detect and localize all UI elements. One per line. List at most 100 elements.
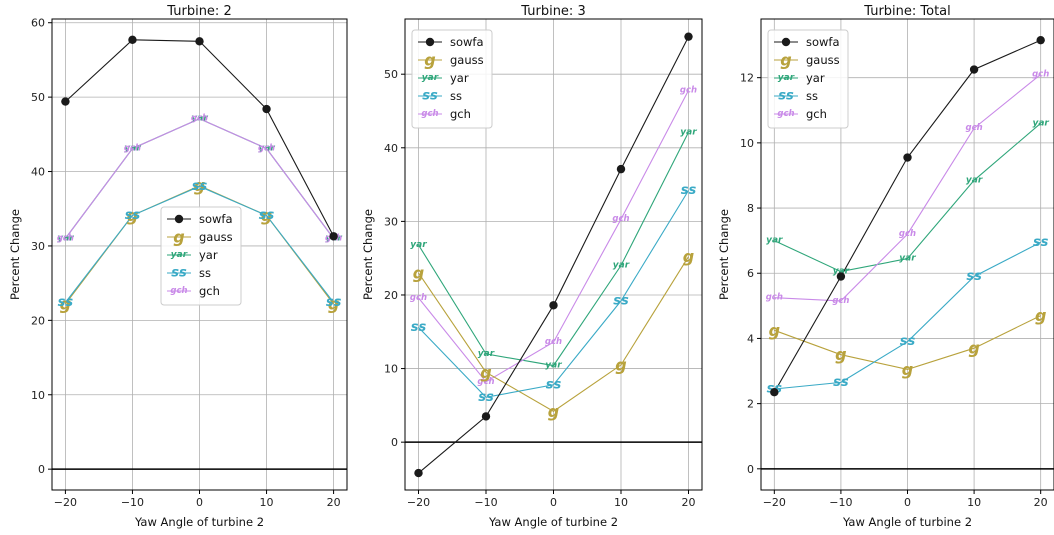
y-tick-label: 40	[31, 166, 45, 179]
y-tick-label: 10	[31, 389, 45, 402]
panel-2: yaryaryaryaryargchgchgchgchgchgggggsssss…	[361, 4, 703, 529]
point-ss: ss	[833, 375, 849, 390]
legend-marker-gauss: g	[424, 51, 435, 70]
legend-label-gch: gch	[199, 284, 220, 298]
point-gch: gch	[1032, 69, 1049, 79]
point-ss: ss	[58, 295, 74, 310]
series-line-gch	[774, 73, 1042, 302]
point-gch: gch	[545, 337, 562, 347]
legend-box	[411, 29, 493, 129]
y-tick-label: 12	[740, 72, 754, 85]
legend-label-gauss: gauss	[199, 230, 233, 244]
point-gauss: g	[968, 339, 979, 358]
x-tick-label: 0	[550, 496, 557, 509]
y-tick-label: 20	[31, 314, 45, 327]
x-tick-label: 10	[614, 496, 628, 509]
legend-label-sowfa: sowfa	[806, 35, 840, 49]
point-gauss: g	[548, 402, 559, 421]
y-tick-label: 30	[384, 215, 398, 228]
point-gch: gch	[477, 377, 494, 387]
series-line-gch	[418, 90, 689, 383]
point-gauss: g	[194, 176, 205, 195]
legend-marker-gch: gch	[421, 109, 438, 119]
point-ss: ss	[478, 390, 494, 405]
legend-marker-ss: ss	[422, 89, 438, 104]
point-ss: ss	[1033, 235, 1049, 250]
point-sowfa	[969, 65, 979, 74]
point-yar: yar	[613, 261, 630, 271]
series-line-yar	[418, 132, 689, 367]
point-sowfa	[684, 32, 693, 41]
legend-marker-yar: yar	[778, 73, 795, 83]
y-tick-label: 0	[747, 463, 754, 476]
y-tick-label: 0	[38, 463, 45, 476]
point-gch: gch	[612, 214, 629, 224]
x-tick-label: −10	[121, 496, 144, 509]
point-gauss: g	[835, 345, 846, 364]
legend-label-yar: yar	[199, 248, 218, 262]
point-sowfa	[329, 232, 338, 241]
legend-marker-gauss: g	[173, 228, 184, 247]
point-ss: ss	[411, 320, 427, 335]
panel-title: Turbine: 2	[166, 4, 231, 19]
y-tick-label: 10	[384, 363, 398, 376]
legend-box	[160, 206, 242, 306]
point-ss: ss	[900, 334, 916, 349]
series-line-ss	[64, 185, 335, 303]
x-tick-label: −20	[54, 496, 77, 509]
legend-marker-gch: gch	[777, 109, 794, 119]
panel-title: Turbine: 3	[520, 4, 585, 19]
point-yar: yar	[478, 349, 495, 359]
point-gauss: g	[261, 206, 272, 225]
y-tick-label: 2	[747, 398, 754, 411]
x-tick-label: −10	[474, 496, 497, 509]
point-gch: gch	[680, 85, 697, 95]
point-gch: gch	[766, 293, 783, 303]
point-gauss: g	[127, 206, 138, 225]
point-gch: gch	[57, 234, 74, 244]
x-axis-label: Yaw Angle of turbine 2	[134, 515, 264, 529]
point-sowfa	[481, 412, 491, 421]
legend-label-ss: ss	[450, 89, 462, 103]
point-gauss: g	[615, 355, 626, 374]
point-ss: ss	[681, 183, 697, 198]
legend-marker-ss: ss	[778, 89, 794, 104]
series-line-yar	[774, 122, 1042, 273]
point-gauss: g	[769, 321, 780, 340]
legend-marker-gauss: g	[780, 51, 791, 70]
series-line-gauss	[774, 315, 1041, 370]
point-gauss: g	[60, 294, 71, 313]
x-tick-label: −20	[407, 496, 430, 509]
legend-label-yar: yar	[450, 71, 469, 85]
point-yar: yar	[766, 236, 783, 246]
y-tick-label: 50	[31, 91, 45, 104]
legend-marker-sowfa	[174, 214, 184, 224]
point-ss: ss	[259, 208, 275, 223]
legend-box	[767, 29, 849, 129]
y-tick-label: 30	[31, 240, 45, 253]
legend-marker-yar: yar	[422, 73, 439, 83]
point-sowfa	[770, 388, 779, 397]
y-tick-label: 10	[740, 137, 754, 150]
point-sowfa	[903, 153, 912, 162]
point-gch: gch	[258, 143, 275, 153]
legend-label-gch: gch	[450, 107, 471, 121]
legend-marker-sowfa	[781, 37, 791, 47]
point-gauss: g	[413, 263, 424, 282]
point-ss: ss	[326, 295, 342, 310]
point-sowfa	[616, 164, 626, 174]
legend-label-ss: ss	[199, 266, 211, 280]
point-sowfa	[195, 37, 204, 46]
y-tick-label: 40	[384, 142, 398, 155]
legend-marker-gch: gch	[170, 286, 187, 296]
legend-label-sowfa: sowfa	[450, 35, 484, 49]
point-ss: ss	[192, 179, 208, 194]
y-tick-label: 4	[747, 332, 754, 345]
y-tick-label: 0	[391, 436, 398, 449]
point-gch: gch	[899, 229, 916, 239]
point-yar: yar	[1032, 118, 1049, 128]
x-tick-label: 20	[682, 496, 696, 509]
legend-label-sowfa: sowfa	[199, 212, 233, 226]
